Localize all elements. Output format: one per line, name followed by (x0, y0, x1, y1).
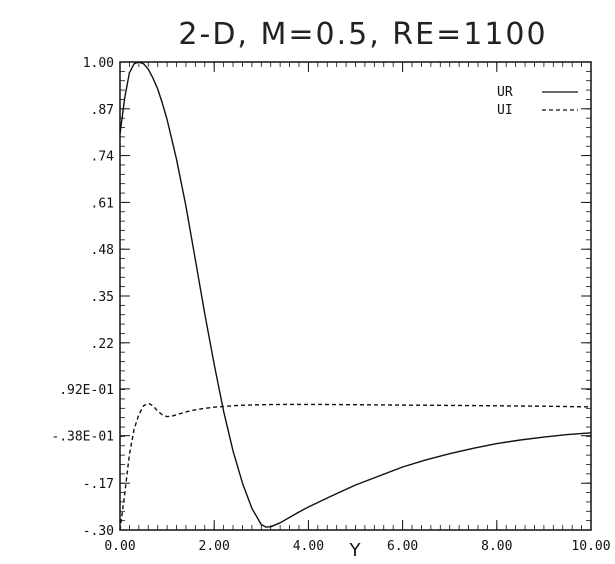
x-axis-tick-labels: 0.00 2.00 4.00 6.00 8.00 10.00 (104, 539, 610, 554)
axis-ticks (119, 61, 592, 531)
x-tick-label: 8.00 (481, 539, 512, 554)
x-tick-label: 2.00 (199, 539, 230, 554)
series-line-ui (119, 402, 592, 531)
series-layer (119, 61, 592, 531)
y-tick-label: .92E-01 (59, 383, 114, 398)
y-tick-label: -.30 (83, 524, 114, 539)
y-tick-label: .87 (91, 103, 114, 118)
legend: UR UI (497, 85, 578, 118)
y-tick-label: .22 (91, 337, 114, 352)
series-line-ur (119, 61, 592, 528)
y-tick-label: .35 (91, 290, 114, 305)
plot-frame (119, 61, 592, 531)
chart-title: 2-D, M=0.5, RE=1100 (178, 17, 547, 52)
x-tick-label: 6.00 (387, 539, 418, 554)
x-tick-label: 10.00 (571, 539, 610, 554)
legend-label-ui: UI (497, 103, 513, 118)
y-axis-tick-labels: 1.00 .87 .74 .61 .48 .35 .22 .92E-01 -.38E-01 -.1… (51, 56, 114, 539)
y-tick-label: 1.00 (83, 56, 114, 71)
x-axis-label: Y (349, 540, 362, 561)
y-tick-label: -.17 (83, 477, 114, 492)
x-tick-label: 4.00 (293, 539, 324, 554)
legend-label-ur: UR (497, 85, 513, 100)
x-tick-label: 0.00 (104, 539, 135, 554)
y-tick-label: .48 (91, 243, 114, 258)
y-tick-label: .74 (91, 150, 115, 165)
y-tick-label: -.38E-01 (51, 430, 114, 445)
y-tick-label: .61 (91, 196, 114, 211)
